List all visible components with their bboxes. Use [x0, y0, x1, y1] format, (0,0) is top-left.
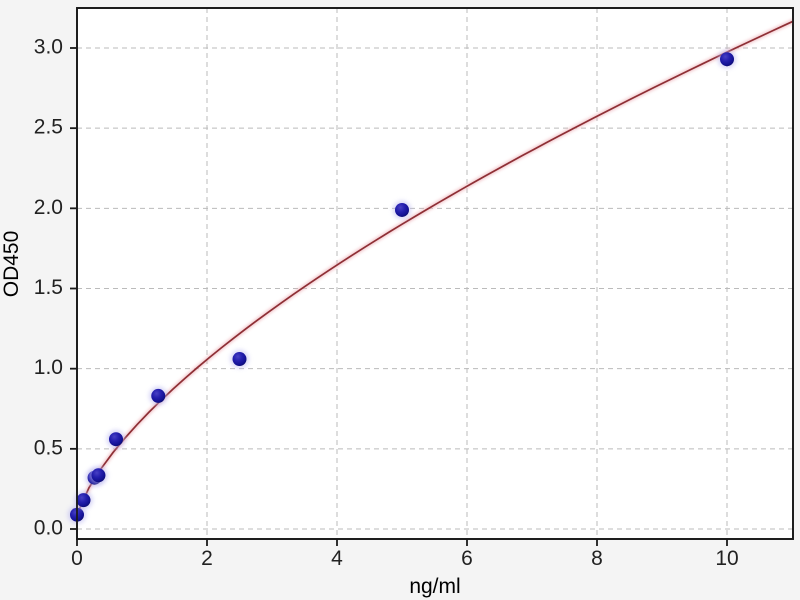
svg-text:2.5: 2.5 — [34, 116, 63, 139]
svg-text:4: 4 — [331, 547, 343, 570]
svg-text:8: 8 — [591, 547, 603, 570]
svg-text:0.5: 0.5 — [34, 436, 63, 459]
svg-text:2.0: 2.0 — [34, 196, 63, 219]
svg-text:2: 2 — [201, 547, 213, 570]
svg-text:0.0: 0.0 — [34, 517, 63, 540]
svg-text:10: 10 — [715, 547, 738, 570]
svg-text:1.5: 1.5 — [34, 276, 63, 299]
svg-text:3.0: 3.0 — [34, 36, 63, 59]
svg-text:OD450: OD450 — [0, 231, 23, 298]
svg-text:1.0: 1.0 — [34, 356, 63, 379]
svg-text:0: 0 — [71, 547, 83, 570]
svg-text:6: 6 — [461, 547, 473, 570]
svg-text:ng/ml: ng/ml — [409, 575, 460, 598]
